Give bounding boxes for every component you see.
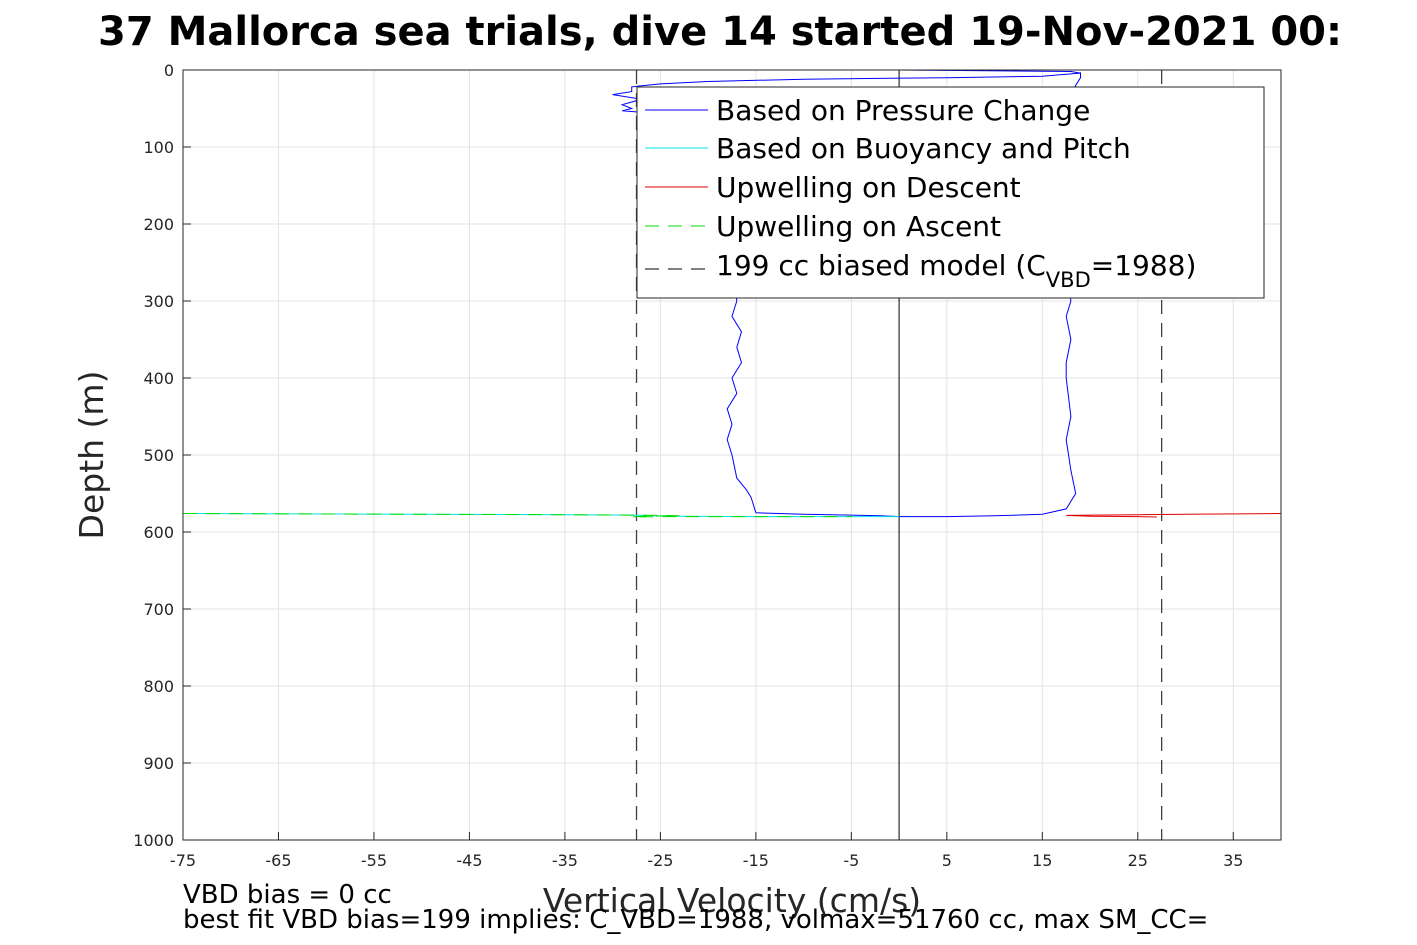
x-tick-label: -25: [647, 851, 673, 870]
y-tick-label: 300: [143, 292, 174, 311]
x-tick-label: -65: [265, 851, 291, 870]
y-tick-label: 1000: [133, 831, 174, 850]
y-tick-label: 900: [143, 754, 174, 773]
x-axis-label: Vertical Velocity (cm/s): [543, 881, 921, 920]
x-tick-label: 5: [942, 851, 952, 870]
legend-label-descent: Upwelling on Descent: [716, 171, 1021, 204]
legend-label-buoyancy: Based on Buoyancy and Pitch: [716, 132, 1131, 165]
data-series: [183, 70, 1281, 518]
x-tick-label: -55: [361, 851, 387, 870]
y-tick-label: 400: [143, 369, 174, 388]
legend-label-model-post: =1988): [1091, 249, 1197, 282]
legend-box: [636, 86, 1265, 299]
x-tick-label: -75: [170, 851, 196, 870]
legend: Based on Pressure Change Based on Buoyan…: [636, 86, 1265, 299]
y-tick-label: 100: [143, 138, 174, 157]
x-tick-label: 35: [1223, 851, 1243, 870]
legend-label-model-sub: VBD: [1046, 268, 1091, 292]
y-tick-label: 0: [164, 61, 174, 80]
y-tick-label: 800: [143, 677, 174, 696]
plot-area-border: [182, 69, 1282, 841]
x-tick-label: -45: [456, 851, 482, 870]
legend-label-model-pre: 199 cc biased model (C: [716, 249, 1046, 282]
chart-title: 37 Mallorca sea trials, dive 14 started …: [98, 9, 1342, 55]
y-tick-labels: 0 100 200 300 400 500 600 700 800 900 1000: [133, 61, 191, 850]
series-line-0: [612, 70, 1081, 518]
x-tick-labels: -75 -65 -55 -45 -35 -25 -15 -5 5 15 25 35: [170, 832, 1243, 870]
legend-label-model: 199 cc biased model (CVBD=1988): [716, 249, 1196, 292]
series-line-2: [1066, 513, 1281, 518]
y-axis-label: Depth (m): [72, 371, 111, 540]
x-tick-label: -15: [743, 851, 769, 870]
x-tick-label: -5: [843, 851, 859, 870]
vbd-bias-note: VBD bias = 0 cc: [183, 880, 392, 910]
best-fit-note: best fit VBD bias=199 implies: C_VBD=198…: [183, 905, 1208, 935]
legend-label-pressure: Based on Pressure Change: [716, 94, 1090, 127]
series-line-3: [183, 513, 852, 518]
x-tick-label: 25: [1128, 851, 1148, 870]
legend-label-ascent: Upwelling on Ascent: [716, 210, 1001, 243]
x-tick-label: -35: [552, 851, 578, 870]
y-tick-label: 600: [143, 523, 174, 542]
y-tick-label: 500: [143, 446, 174, 465]
y-tick-label: 200: [143, 215, 174, 234]
y-tick-label: 700: [143, 600, 174, 619]
x-tick-label: 15: [1032, 851, 1052, 870]
